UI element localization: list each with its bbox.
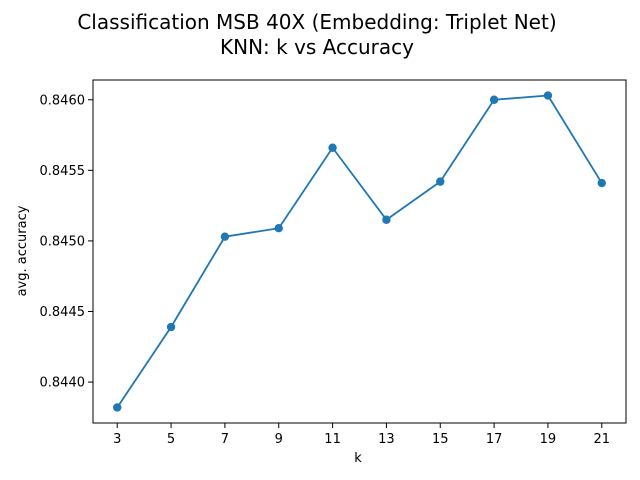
x-tick-label: 9 [275,432,283,447]
data-point [328,143,337,152]
y-tick-label: 0.8460 [40,93,86,108]
chart-title-line-1: Classification MSB 40X (Embedding: Tripl… [77,10,556,34]
data-point [382,215,391,224]
series-line [116,94,603,408]
x-axis-label: k [354,451,362,466]
y-axis-label: avg. accuracy [15,205,30,296]
data-point [543,91,553,100]
data-point [436,177,445,186]
chart-title-line-2: KNN: k vs Accuracy [220,35,414,59]
y-tick-label: 0.8450 [40,234,86,249]
y-tick-label: 0.8445 [40,305,86,320]
x-tick-label: 5 [167,432,175,447]
x-tick-label: 3 [113,432,121,447]
data-point [597,178,606,188]
plot-frame [92,79,627,424]
x-tick-label: 7 [221,432,229,447]
x-tick-label: 11 [324,432,341,447]
data-point [220,232,230,241]
x-tick-label: 15 [432,432,449,447]
data-point [489,95,499,104]
x-tick-label: 17 [486,432,503,447]
data-point [166,322,176,332]
y-tick-label: 0.8440 [40,376,86,391]
x-tick-label: 21 [593,432,610,447]
x-tick-label: 13 [378,432,395,447]
data-point [274,224,283,233]
data-point [113,403,122,412]
plot-area: 3 5 7 9 11 13 15 17 19 21 0.8440 0.8445 0.8450 0.8455… [40,79,627,447]
x-tick-label: 19 [540,432,557,447]
y-tick-label: 0.8455 [40,164,86,179]
